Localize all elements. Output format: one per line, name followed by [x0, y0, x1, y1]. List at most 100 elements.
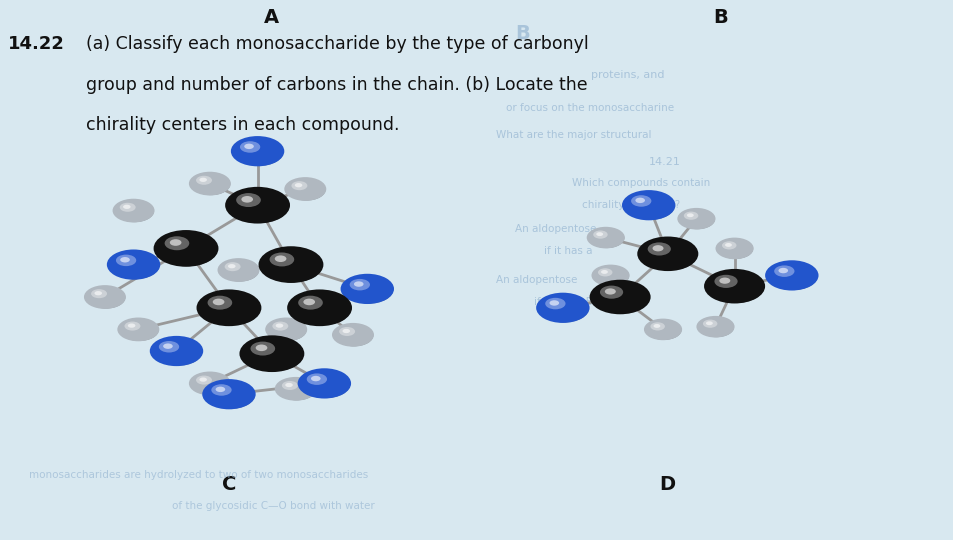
Circle shape: [291, 181, 307, 190]
Circle shape: [159, 341, 179, 353]
Circle shape: [220, 260, 258, 281]
Text: An aldopentose: An aldopentose: [515, 224, 596, 234]
Text: or focus on the monosaccharine: or focus on the monosaccharine: [505, 103, 673, 113]
Circle shape: [192, 373, 230, 395]
Circle shape: [707, 271, 763, 303]
Circle shape: [128, 323, 135, 328]
Circle shape: [170, 239, 181, 246]
Circle shape: [719, 278, 730, 284]
Circle shape: [275, 323, 283, 328]
Circle shape: [239, 335, 304, 372]
Circle shape: [225, 187, 290, 224]
Circle shape: [338, 327, 355, 336]
Text: 14.21: 14.21: [648, 157, 679, 167]
Circle shape: [589, 228, 623, 248]
Circle shape: [87, 287, 125, 308]
Circle shape: [212, 384, 232, 396]
Text: group and number of carbons in the chain. (b) Locate the: group and number of carbons in the chain…: [86, 76, 587, 93]
Circle shape: [150, 336, 203, 366]
Circle shape: [228, 264, 235, 268]
Circle shape: [234, 138, 283, 166]
Circle shape: [646, 320, 680, 340]
Text: What are the major structural: What are the major structural: [496, 130, 651, 140]
Circle shape: [311, 376, 320, 381]
Circle shape: [241, 196, 253, 202]
Circle shape: [702, 320, 717, 328]
Circle shape: [631, 195, 651, 207]
Circle shape: [262, 248, 322, 282]
Circle shape: [117, 318, 159, 341]
Circle shape: [287, 179, 325, 200]
Circle shape: [163, 343, 172, 349]
Circle shape: [229, 189, 289, 223]
Circle shape: [291, 292, 351, 326]
Circle shape: [549, 300, 558, 306]
Circle shape: [157, 232, 217, 266]
Circle shape: [255, 345, 267, 351]
Circle shape: [231, 136, 284, 166]
Text: if it has a B: if it has a B: [534, 297, 593, 307]
Circle shape: [696, 316, 734, 338]
Text: (a) Classify each monosaccharide by the type of carbonyl: (a) Classify each monosaccharide by the …: [86, 35, 588, 53]
Circle shape: [714, 275, 737, 288]
Circle shape: [111, 252, 159, 279]
Circle shape: [643, 319, 681, 340]
Circle shape: [599, 286, 622, 299]
Circle shape: [307, 374, 327, 385]
Circle shape: [153, 230, 218, 267]
Text: A: A: [264, 8, 279, 27]
Circle shape: [189, 172, 231, 195]
Circle shape: [208, 296, 232, 309]
Circle shape: [545, 298, 565, 309]
Circle shape: [677, 208, 715, 230]
Circle shape: [274, 377, 316, 401]
Text: 14.22: 14.22: [8, 35, 65, 53]
Circle shape: [301, 370, 350, 398]
Circle shape: [268, 319, 306, 341]
Circle shape: [683, 212, 698, 220]
Text: monosaccharides are hydrolyzed to two of two monosaccharides: monosaccharides are hydrolyzed to two of…: [29, 470, 368, 480]
Circle shape: [640, 239, 697, 271]
Circle shape: [350, 279, 370, 291]
Circle shape: [340, 274, 394, 304]
Circle shape: [244, 144, 253, 149]
Circle shape: [243, 338, 303, 372]
Circle shape: [679, 210, 714, 229]
Circle shape: [200, 292, 260, 326]
Text: if it has a: if it has a: [543, 246, 592, 256]
Circle shape: [277, 379, 315, 400]
Circle shape: [274, 255, 286, 262]
Circle shape: [647, 242, 670, 255]
Circle shape: [94, 291, 102, 295]
Circle shape: [715, 238, 753, 259]
Circle shape: [153, 338, 202, 366]
Text: D: D: [659, 475, 675, 494]
Circle shape: [112, 199, 154, 222]
Text: An aldopentose: An aldopentose: [496, 275, 577, 286]
Circle shape: [115, 200, 153, 222]
Circle shape: [764, 260, 818, 291]
Circle shape: [217, 258, 259, 282]
Circle shape: [768, 262, 817, 290]
Circle shape: [703, 269, 764, 303]
Circle shape: [536, 293, 589, 323]
Circle shape: [303, 299, 314, 305]
Circle shape: [195, 176, 212, 185]
Circle shape: [635, 198, 644, 203]
Text: chirality centers in each compound.: chirality centers in each compound.: [86, 116, 399, 134]
Circle shape: [593, 231, 607, 239]
Circle shape: [206, 381, 254, 409]
Circle shape: [272, 321, 288, 330]
Circle shape: [294, 183, 302, 187]
Circle shape: [586, 227, 624, 248]
Circle shape: [124, 321, 140, 330]
Circle shape: [354, 281, 363, 287]
Circle shape: [625, 192, 674, 220]
Text: proteins, and: proteins, and: [591, 70, 664, 80]
Circle shape: [718, 239, 752, 259]
Circle shape: [107, 249, 160, 280]
Text: Which compounds contain: Which compounds contain: [572, 178, 710, 188]
Circle shape: [596, 232, 602, 236]
Circle shape: [650, 322, 664, 330]
Circle shape: [192, 173, 230, 195]
